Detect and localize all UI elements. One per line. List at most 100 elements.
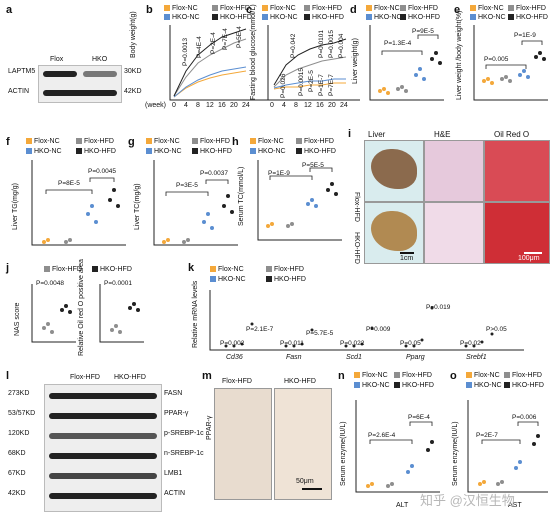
panel-c-pval-5: P=0.0015 — [328, 29, 335, 58]
panel-c-pval-8: P=7E-7 — [328, 74, 335, 96]
panel-b-legend-1: Flox-HFD — [212, 5, 250, 12]
panel-h-pval-0: P=1E-9 — [268, 170, 290, 177]
panel-c-tick-3: 12 — [304, 102, 312, 109]
panel-h-legend-2: HKO-NC — [250, 148, 286, 155]
panel-l-group-flox: Flox-HFD — [70, 374, 100, 381]
panel-k-pval-0: P=0.002 — [220, 340, 245, 347]
panel-l-band-3: n-SREBP-1c — [164, 450, 204, 457]
panel-f-legend-2: HKO-NC — [26, 148, 62, 155]
panel-l-size-2: 120KD — [8, 430, 30, 437]
panel-c-pval-2: P=0.0015 — [298, 67, 305, 96]
panel-e-legend-0: Flox-NC — [470, 5, 504, 12]
panel-o-pval-0: P=2E-7 — [476, 432, 498, 439]
panel-a-label: a — [6, 4, 13, 16]
panel-j-ylabel1: NAS score — [14, 302, 21, 336]
panel-b-tick-5: 20 — [230, 102, 238, 109]
panel-l-band-0: FASN — [164, 390, 183, 397]
panel-b-tick-2: 8 — [196, 102, 200, 109]
panel-d-ylabel: Liver weight(g) — [352, 38, 359, 84]
panel-i-label: i — [348, 128, 352, 140]
watermark: 知乎 @汉恒生物 — [420, 493, 515, 508]
panel-n-ylabel: Serum enzyme(IU/L) — [340, 421, 347, 486]
panel-i-col-oro: Oil Red O — [494, 130, 530, 139]
panel-l-size-1: 53/57KD — [8, 410, 36, 417]
panel-h-legend-0: Flox-NC — [250, 138, 284, 145]
panel-o-legend-1: Flox-HFD — [504, 372, 542, 379]
panel-c-label: c — [246, 4, 253, 16]
panel-j-chart-2 — [99, 284, 144, 343]
panel-e-pval-1: P=1E-9 — [514, 32, 536, 39]
panel-o-chart — [467, 400, 548, 493]
panel-m-ylabel: PPAR-γ — [206, 415, 213, 440]
panel-f-pval-1: P=0.0045 — [88, 168, 117, 175]
panel-d-legend-0: Flox-NC — [366, 5, 400, 12]
panel-o-ylabel: Serum enzyme(IU/L) — [452, 421, 459, 486]
panel-n-legend-0: Flox-NC — [354, 372, 388, 379]
panel-b-tick-0: 0 — [172, 102, 176, 109]
panel-m-col-hko: HKO-HFD — [284, 378, 316, 385]
panel-o-legend-2: HKO-NC — [466, 382, 502, 389]
panel-i-row-flox: Flox-HFD — [353, 192, 360, 222]
panel-e-ylabel: Liver weight /body weight(%) — [456, 10, 463, 101]
panel-c-tick-2: 8 — [294, 102, 298, 109]
panel-e-chart — [473, 25, 548, 101]
panel-l-band-2: p-SREBP-1c — [164, 430, 204, 437]
panel-c-legend-2: HKO-NC — [262, 14, 298, 21]
panel-c-pval-7: P=1E-7 — [318, 74, 325, 96]
panel-c-pval-6: P=0.004 — [338, 33, 345, 58]
panel-k-gene-srebf1: Srebf1 — [466, 354, 487, 361]
panel-j-ylabel2: Relative Oil red O positive area — [78, 259, 85, 356]
panel-g-pval-0: P=3E-5 — [176, 182, 198, 189]
panel-i-col-liver: Liver — [368, 130, 386, 139]
panel-i-he-flox — [424, 140, 484, 202]
panel-d-pval-0: P=1.3E-4 — [384, 40, 412, 47]
panel-n-legend-3: HKO-HFD — [394, 382, 434, 389]
panel-c-tick-0: 0 — [270, 102, 274, 109]
panel-j-label: j — [6, 262, 10, 274]
panel-k-gene-cd36: Cd36 — [226, 354, 243, 361]
panel-k-label: k — [188, 262, 195, 274]
panel-c-legend-0: Flox-NC — [262, 5, 296, 12]
panel-k-ylabel: Relative mRNA levels — [192, 280, 199, 348]
panel-k-pval-4: P=0.022 — [340, 340, 365, 347]
panel-h-chart — [257, 160, 342, 241]
panel-k-legend-2: HKO-NC — [210, 276, 246, 283]
panel-d-label: d — [350, 4, 357, 16]
panel-k-pval-2: P=0.011 — [280, 340, 304, 347]
panel-b-pval-0: P=0.0013 — [182, 37, 189, 66]
panel-k-pval-9: P>0.05 — [486, 326, 507, 333]
panel-b-pval-1: P=4E-4 — [196, 36, 203, 58]
panel-k-legend-1: Flox-HFD — [266, 266, 304, 273]
panel-a-group-hko: HKO — [92, 56, 108, 63]
panel-g-label: g — [128, 136, 135, 148]
panel-i-oro-flox — [484, 140, 550, 202]
panel-g-legend-1: Flox-HFD — [192, 138, 230, 145]
panel-l-label: l — [6, 370, 10, 382]
panel-g-legend-0: Flox-NC — [146, 138, 180, 145]
panel-i-scale1-label: 1cm — [400, 255, 414, 262]
panel-i-liver-flox — [364, 140, 424, 202]
panel-l-size-4: 67KD — [8, 470, 26, 477]
panel-g-chart — [153, 160, 238, 246]
panel-b-tick-6: 24 — [242, 102, 250, 109]
panel-c-pval-1: P=0.026 — [280, 73, 287, 98]
panel-l-band-5: ACTIN — [164, 490, 185, 497]
panel-n-legend-2: HKO-NC — [354, 382, 390, 389]
panel-b-legend-2: HKO-NC — [164, 14, 200, 21]
panel-b-chart — [169, 25, 268, 101]
panel-j-chart-1 — [31, 284, 76, 343]
panel-f-label: f — [6, 136, 10, 148]
panel-c-pval-3: P=2E-5 — [308, 70, 315, 92]
panel-d-chart — [369, 25, 444, 101]
panel-e-legend-1: Flox-HFD — [508, 5, 546, 12]
panel-c-ylabel: Fasting blood glucose(mmol/L) — [250, 4, 257, 100]
panel-k-pval-5: P=0.009 — [366, 326, 391, 333]
panel-c-legend-3: HKO-HFD — [304, 14, 344, 21]
panel-m-scale-label: 50μm — [296, 478, 314, 485]
panel-i-row-hko: HKO-HFD — [353, 232, 360, 264]
panel-c-tick-4: 16 — [316, 102, 324, 109]
panel-b-pval-3: P=7E-4 — [222, 28, 229, 50]
panel-k-legend-0: Flox-NC — [210, 266, 244, 273]
panel-e-label: e — [454, 4, 461, 16]
panel-b-pval-4: P=5E-4 — [236, 26, 243, 48]
